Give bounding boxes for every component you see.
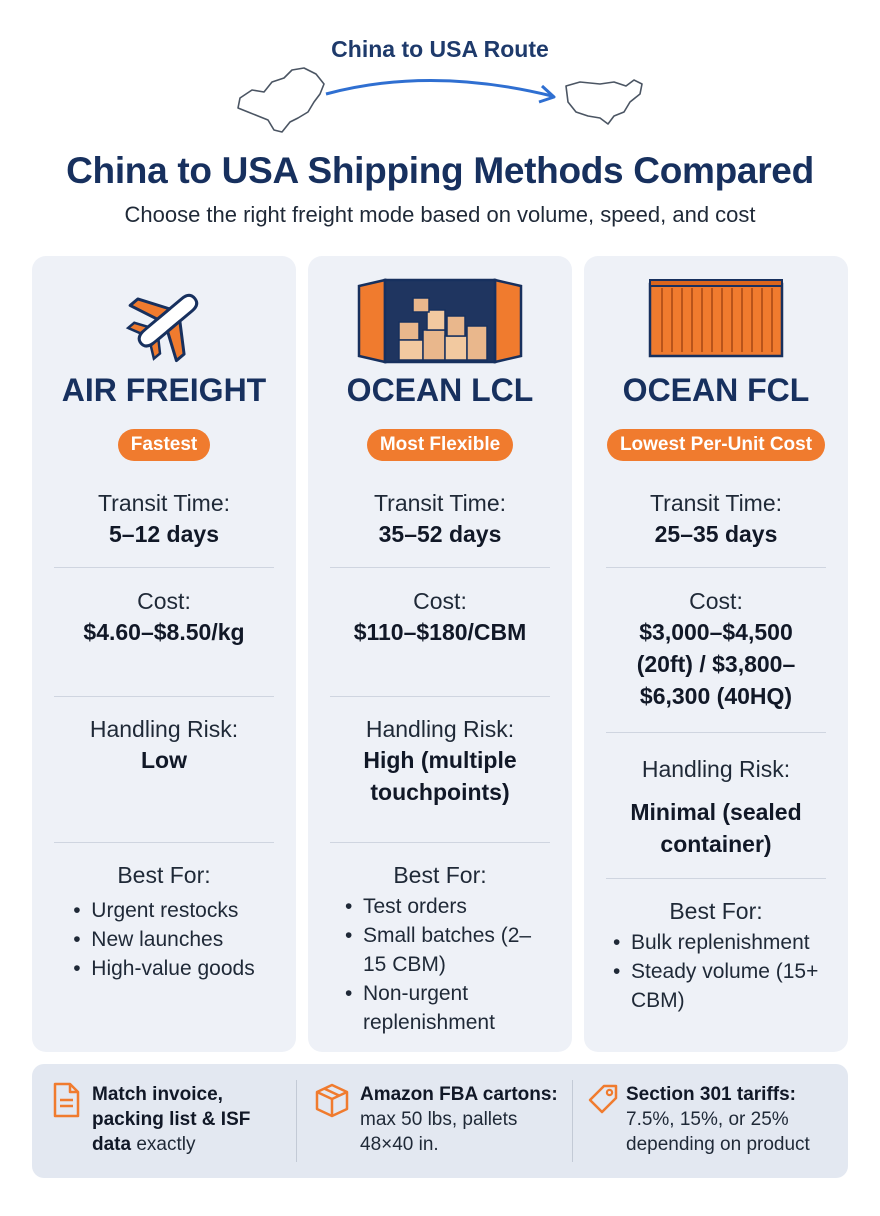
- tip-text: 7.5%, 15%, or 25% depending on product: [626, 1109, 810, 1155]
- list-item: Bulk replenishment: [613, 928, 819, 957]
- best-for-list: Test orders Small batches (2–15 CBM) Non…: [345, 892, 535, 1037]
- risk-value: High (multiple touchpoints): [363, 747, 517, 805]
- page-title: China to USA Shipping Methods Compared: [66, 150, 814, 191]
- tip-fba-cartons: Amazon FBA cartons: max 50 lbs, pallets …: [314, 1082, 564, 1162]
- cost-label: Cost:: [413, 588, 467, 614]
- divider: [330, 567, 550, 568]
- tip-text: exactly: [131, 1134, 196, 1155]
- card-title: OCEAN FCL: [622, 372, 810, 408]
- list-item: Test orders: [345, 892, 535, 921]
- badge-lowest-cost: Lowest Per-Unit Cost: [606, 429, 826, 461]
- airplane-icon: [125, 293, 199, 363]
- transit-value: 5–12 days: [109, 521, 219, 547]
- transit-value: 35–52 days: [378, 521, 502, 547]
- tip-documents: Match invoice, packing list & ISF data e…: [50, 1082, 290, 1162]
- list-item: Steady volume (15+ CBM): [613, 957, 819, 1015]
- divider: [54, 696, 274, 697]
- cost-label: Cost:: [689, 588, 743, 614]
- card-title: AIR FREIGHT: [61, 372, 267, 408]
- divider: [330, 842, 550, 843]
- cost-value: $3,000–$4,500 (20ft) / $3,800–$6,300 (40…: [636, 619, 796, 709]
- divider: [54, 567, 274, 568]
- route-title: China to USA Route: [331, 36, 549, 62]
- card-title: OCEAN LCL: [346, 372, 534, 408]
- route-header: China to USA Route: [0, 0, 880, 140]
- tip-tariffs: Section 301 tariffs: 7.5%, 15%, or 25% d…: [586, 1082, 842, 1162]
- divider: [572, 1080, 573, 1162]
- risk-value: Low: [141, 747, 187, 773]
- divider: [54, 842, 274, 843]
- transit-label: Transit Time:: [373, 490, 507, 516]
- cost-value: $4.60–$8.50/kg: [83, 619, 245, 645]
- best-for-label: Best For:: [393, 862, 487, 888]
- tip-bold: Section 301 tariffs:: [626, 1084, 796, 1105]
- list-item: Small batches (2–15 CBM): [345, 921, 535, 979]
- transit-label: Transit Time:: [97, 490, 231, 516]
- usa-map-icon: [565, 79, 643, 125]
- divider: [296, 1080, 297, 1162]
- risk-label: Handling Risk:: [365, 716, 515, 742]
- transit-value: 25–35 days: [654, 521, 778, 547]
- list-item: Non-urgent replenishment: [345, 979, 535, 1037]
- card-ocean-lcl: OCEAN LCL Most Flexible Transit Time: 35…: [308, 256, 572, 1052]
- risk-label: Handling Risk:: [641, 756, 791, 782]
- best-for-list: Urgent restocks New launches High-value …: [73, 896, 254, 983]
- best-for-list: Bulk replenishment Steady volume (15+ CB…: [613, 928, 819, 1015]
- card-ocean-fcl: OCEAN FCL Lowest Per-Unit Cost Transit T…: [584, 256, 848, 1052]
- divider: [606, 878, 826, 879]
- tip-bold: Match invoice, packing list & ISF data: [92, 1084, 251, 1155]
- route-arrow-icon: [325, 79, 553, 98]
- shipping-container-icon: [648, 279, 784, 358]
- cost-label: Cost:: [137, 588, 191, 614]
- cost-value: $110–$180/CBM: [353, 619, 527, 645]
- list-item: High-value goods: [73, 954, 254, 983]
- route-map-icon: [237, 67, 643, 133]
- transit-label: Transit Time:: [649, 490, 783, 516]
- card-air-freight: AIR FREIGHT Fastest Transit Time: 5–12 d…: [32, 256, 296, 1052]
- list-item: Urgent restocks: [73, 896, 254, 925]
- box-icon: [315, 1083, 349, 1118]
- risk-value: Minimal (sealed container): [630, 799, 802, 857]
- china-map-icon: [237, 67, 325, 133]
- divider: [330, 696, 550, 697]
- document-icon: [53, 1082, 80, 1118]
- tip-bold: Amazon FBA cartons:: [360, 1084, 558, 1105]
- badge-fastest: Fastest: [117, 429, 211, 461]
- divider: [606, 732, 826, 733]
- tip-text: max 50 lbs, pallets 48×40 in.: [360, 1109, 518, 1155]
- risk-label: Handling Risk:: [89, 716, 239, 742]
- open-container-icon: [357, 278, 523, 364]
- divider: [606, 567, 826, 568]
- best-for-label: Best For:: [669, 898, 763, 924]
- tips-footer: Match invoice, packing list & ISF data e…: [32, 1064, 848, 1178]
- tag-icon: [588, 1084, 618, 1114]
- page-subtitle: Choose the right freight mode based on v…: [124, 202, 756, 227]
- best-for-label: Best For:: [117, 862, 211, 888]
- badge-most-flexible: Most Flexible: [366, 429, 514, 461]
- list-item: New launches: [73, 925, 254, 954]
